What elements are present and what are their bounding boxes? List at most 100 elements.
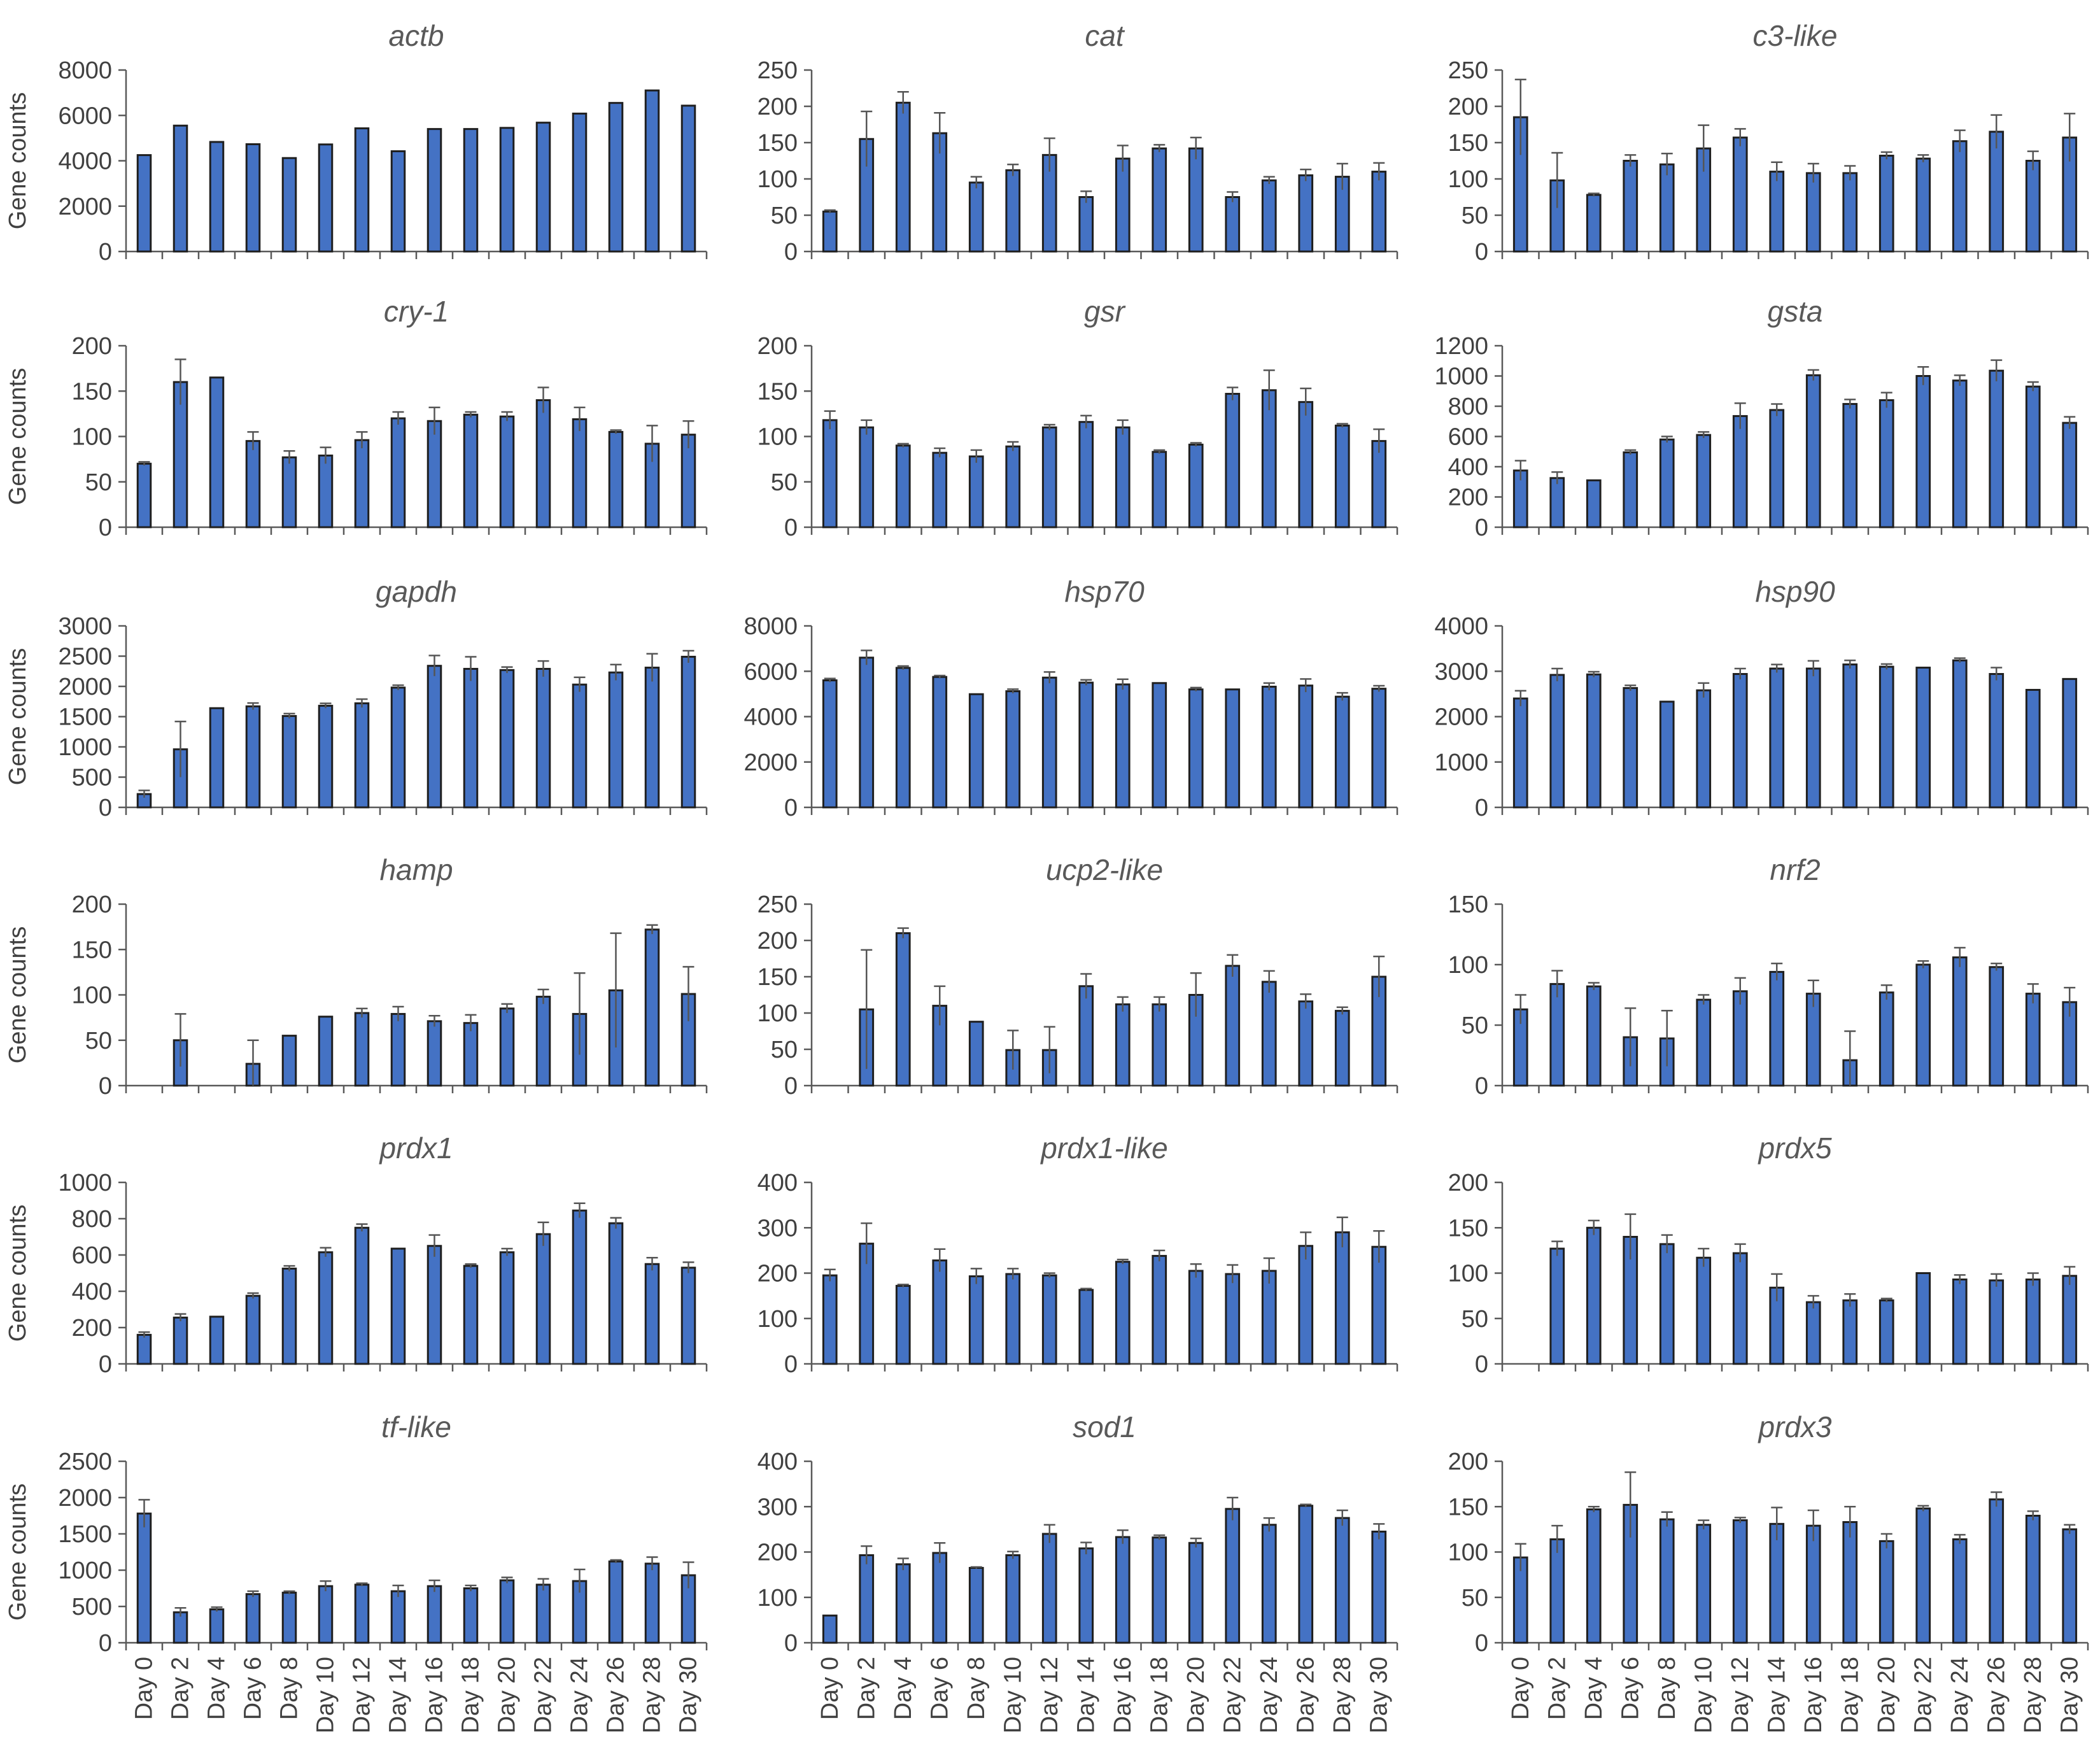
y-tick-label: 100 (1448, 1540, 1488, 1566)
x-tick-label: Day 10 (1690, 1657, 1717, 1733)
y-tick-label: 400 (758, 1170, 798, 1196)
y-tick-label: 200 (758, 94, 798, 120)
bar-day-28 (2025, 1515, 2041, 1644)
bar-day-4 (895, 1563, 911, 1644)
bar-day-18 (463, 1265, 479, 1365)
panel-gsta: gsta 0 200 400 600 800 1000 1200 (1434, 295, 2089, 541)
bar-day-20 (1188, 1270, 1204, 1365)
bar-day-30 (2062, 677, 2078, 809)
bar-day-24 (572, 1209, 588, 1365)
y-tick-label: 4000 (58, 148, 112, 175)
y-tick-label: 0 (784, 1073, 798, 1100)
panel-title: ucp2-like (1046, 853, 1163, 886)
bar-day-28 (644, 928, 660, 1087)
bar-day-6 (245, 705, 261, 809)
bar-day-2 (1549, 1538, 1565, 1644)
bar-day-14 (1078, 681, 1094, 809)
bar-day-28 (644, 1563, 660, 1644)
y-tick-label: 250 (1448, 57, 1488, 84)
bar-day-2 (173, 124, 188, 253)
bar-day-16 (1805, 1524, 1821, 1644)
y-tick-label: 0 (1475, 795, 1488, 821)
x-tick-label: Day 14 (1073, 1657, 1099, 1733)
bar-day-4 (209, 707, 225, 809)
y-tick-label: 800 (1448, 393, 1488, 420)
bar-day-10 (1696, 434, 1712, 528)
bar-day-12 (1732, 1252, 1748, 1365)
y-axis-label: Gene counts (4, 1205, 31, 1342)
x-tick-label: Day 24 (1256, 1657, 1283, 1733)
bar-day-4 (1586, 479, 1602, 528)
bar-day-26 (608, 102, 624, 253)
bar-day-18 (1842, 1299, 1858, 1365)
y-tick-label: 500 (72, 765, 112, 791)
bar-day-18 (1152, 1003, 1167, 1087)
bar-day-24 (1261, 1524, 1277, 1644)
x-tick-label: Day 26 (603, 1657, 630, 1733)
y-tick-label: 0 (784, 1630, 798, 1657)
y-tick-label: 1000 (1434, 749, 1488, 776)
y-tick-label: 150 (1448, 1215, 1488, 1242)
bar-day-24 (572, 112, 588, 253)
y-tick-label: 2000 (58, 1485, 112, 1512)
bar-day-8 (968, 455, 984, 528)
bar-day-12 (1041, 426, 1057, 528)
x-tick-label: Day 0 (817, 1657, 843, 1720)
panel-actb: actb Gene counts 0 2000 4000 6000 8000 (4, 19, 708, 266)
bar-day-30 (680, 655, 696, 809)
y-tick-label: 1000 (58, 1557, 112, 1584)
panel-tf-like: tf-like Gene counts 0 500 1000 1500 2000 2500 Da… (4, 1410, 708, 1733)
bar-day-30 (2062, 1528, 2078, 1644)
panel-title: c3-like (1753, 19, 1838, 52)
y-tick-label: 800 (72, 1206, 112, 1233)
panel-hamp: hamp Gene counts 0 50 100 150 200 (4, 853, 708, 1100)
x-tick-label: Day 30 (675, 1657, 702, 1733)
bar-day-24 (1952, 1278, 1968, 1365)
bar-day-2 (859, 656, 875, 809)
x-tick-label: Day 8 (276, 1657, 303, 1720)
bar-day-4 (895, 101, 911, 253)
bar-day-22 (1225, 965, 1241, 1087)
bar-day-10 (318, 143, 334, 253)
x-tick-label: Day 4 (204, 1657, 230, 1720)
y-tick-label: 100 (758, 1000, 798, 1027)
y-tick-label: 2500 (58, 644, 112, 670)
bar-day-22 (1915, 963, 1931, 1087)
y-tick-label: 200 (1448, 485, 1488, 511)
y-tick-label: 0 (784, 795, 798, 821)
bar-day-28 (1334, 695, 1350, 809)
y-axis-label: Gene counts (4, 648, 31, 785)
bar-day-20 (499, 127, 515, 253)
y-tick-label: 6000 (58, 103, 112, 129)
bar-day-28 (2025, 160, 2041, 253)
bar-day-10 (318, 1251, 334, 1365)
y-tick-label: 100 (758, 1585, 798, 1612)
bar-day-6 (245, 1593, 261, 1644)
bar-day-22 (535, 122, 551, 253)
x-tick-label: Day 12 (1036, 1657, 1063, 1733)
bar-day-28 (2025, 688, 2041, 809)
y-tick-label: 0 (1475, 1351, 1488, 1378)
bar-day-10 (318, 1585, 334, 1644)
bar-day-30 (1371, 171, 1387, 253)
panel-title: gsr (1084, 295, 1126, 328)
bar-day-16 (1805, 172, 1821, 253)
bar-day-0 (822, 210, 838, 253)
bar-day-8 (281, 456, 297, 528)
bar-day-16 (1115, 1261, 1131, 1365)
bar-day-2 (859, 1554, 875, 1644)
bar-day-14 (390, 417, 406, 528)
y-tick-label: 4000 (1434, 613, 1488, 640)
bar-day-18 (1152, 1254, 1167, 1365)
x-tick-label: Day 28 (639, 1657, 666, 1733)
bar-day-8 (1659, 1243, 1675, 1365)
bar-day-12 (1732, 1519, 1748, 1644)
bar-day-18 (1842, 1521, 1858, 1644)
y-tick-label: 0 (784, 1351, 798, 1378)
bar-day-22 (535, 399, 551, 528)
bar-day-16 (426, 1245, 442, 1365)
y-tick-label: 50 (771, 1037, 798, 1063)
bar-day-14 (390, 686, 406, 809)
bar-day-14 (390, 150, 406, 253)
panel-title: hsp70 (1064, 575, 1145, 608)
